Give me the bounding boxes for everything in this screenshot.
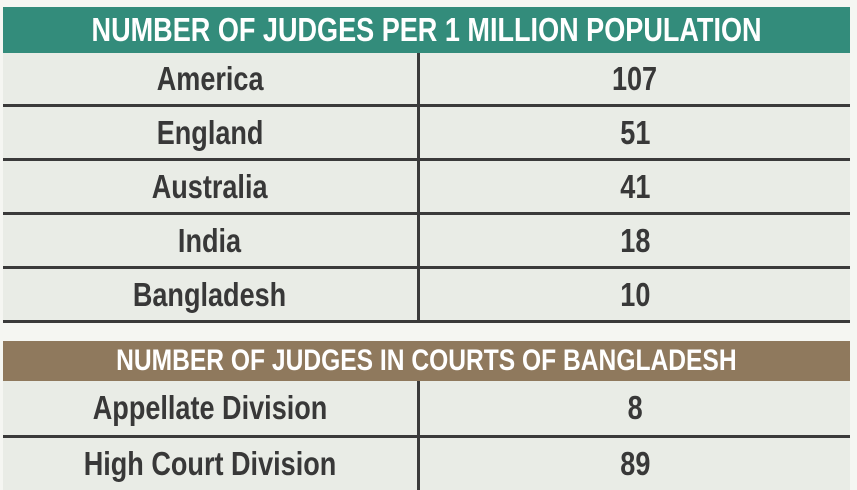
country-cell: Bangladesh xyxy=(3,269,420,320)
court-label: Appellate Division xyxy=(92,389,328,426)
court-cell: High Court Division xyxy=(3,438,420,490)
country-label: India xyxy=(178,221,242,259)
table-row-bangladesh: Bangladesh 10 xyxy=(3,266,850,320)
table1-title: NUMBER OF JUDGES PER 1 MILLION POPULATIO… xyxy=(91,11,762,48)
table-row-australia: Australia 41 xyxy=(3,158,850,212)
country-cell: India xyxy=(3,215,420,266)
value-cell: 89 xyxy=(420,438,850,490)
table2-header: NUMBER OF JUDGES IN COURTS OF BANGLADESH xyxy=(3,341,850,381)
value-cell: 41 xyxy=(420,161,850,212)
value-label: 18 xyxy=(619,221,651,259)
value-label: 8 xyxy=(627,389,643,426)
table-judges-in-courts: NUMBER OF JUDGES IN COURTS OF BANGLADESH… xyxy=(3,341,850,490)
table-row-england: England 51 xyxy=(3,104,850,158)
table1-rows: America 107 England 51 Australia xyxy=(3,53,850,323)
value-label: 10 xyxy=(619,275,651,313)
court-cell: Appellate Division xyxy=(3,381,420,435)
table-row-india: India 18 xyxy=(3,212,850,266)
value-cell: 51 xyxy=(420,107,850,158)
value-label: 89 xyxy=(619,445,651,482)
table2-title: NUMBER OF JUDGES IN COURTS OF BANGLADESH xyxy=(116,344,737,377)
court-label: High Court Division xyxy=(83,445,337,482)
value-cell: 8 xyxy=(420,381,850,435)
value-cell: 18 xyxy=(420,215,850,266)
country-label: America xyxy=(156,59,264,97)
table-judges-per-million: NUMBER OF JUDGES PER 1 MILLION POPULATIO… xyxy=(3,7,850,323)
value-label: 107 xyxy=(612,59,658,97)
country-cell: Australia xyxy=(3,161,420,212)
value-cell: 10 xyxy=(420,269,850,320)
country-label: Australia xyxy=(152,167,268,205)
value-cell: 107 xyxy=(420,53,850,104)
country-cell: America xyxy=(3,53,420,104)
country-label: Bangladesh xyxy=(133,275,287,313)
table2-rows: Appellate Division 8 High Court Division… xyxy=(3,381,850,490)
country-label: England xyxy=(156,113,264,151)
tables-gap xyxy=(3,323,850,341)
table-row-america: America 107 xyxy=(3,53,850,104)
table1-header: NUMBER OF JUDGES PER 1 MILLION POPULATIO… xyxy=(3,7,850,53)
country-cell: England xyxy=(3,107,420,158)
table-row-appellate-division: Appellate Division 8 xyxy=(3,381,850,435)
table-row-high-court-division: High Court Division 89 xyxy=(3,435,850,490)
value-label: 41 xyxy=(619,167,651,205)
value-label: 51 xyxy=(619,113,651,151)
